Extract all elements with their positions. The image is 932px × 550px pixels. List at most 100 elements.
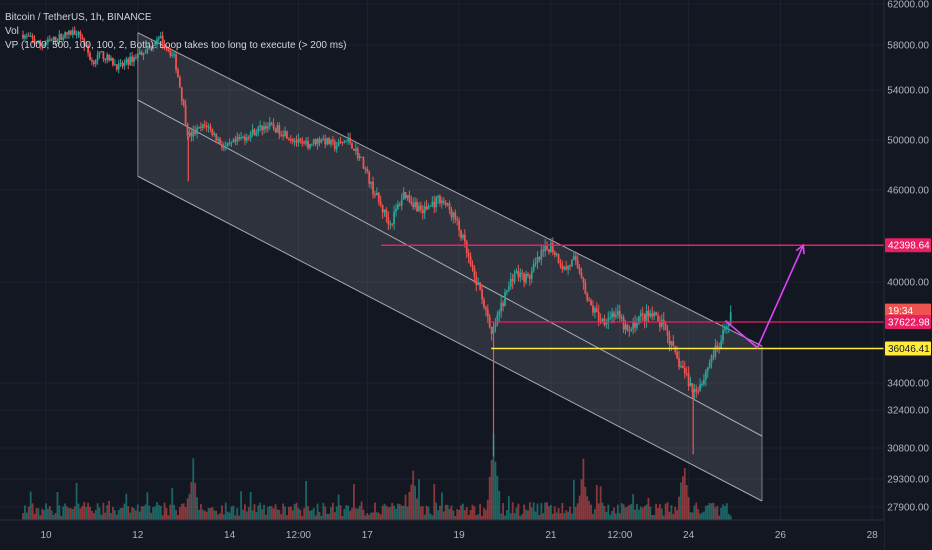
- volume-bar: [387, 507, 390, 520]
- candle-body: [234, 139, 237, 142]
- volume-bar: [404, 494, 407, 520]
- volume-bar: [156, 502, 158, 520]
- candle-body: [383, 209, 386, 213]
- candle-body: [341, 141, 344, 143]
- volume-bar: [418, 479, 420, 520]
- candle-body: [641, 313, 644, 315]
- volume-bar: [691, 512, 694, 520]
- candle-body: [440, 200, 443, 204]
- candle-body: [54, 36, 57, 42]
- y-tick-label: 50000.00: [887, 136, 929, 147]
- volume-bar: [597, 503, 600, 520]
- candle-body: [64, 32, 67, 38]
- candle-body: [517, 271, 520, 278]
- price-tag-label: 19:34: [888, 306, 913, 317]
- volume-bar: [293, 504, 296, 520]
- candle-body: [295, 140, 298, 143]
- volume-bar: [540, 503, 543, 520]
- volume-bar: [249, 491, 252, 520]
- volume-bar: [703, 511, 705, 520]
- candle-body: [171, 55, 174, 57]
- candle-body: [58, 34, 61, 41]
- volume-bar: [724, 506, 726, 520]
- volume-bar: [307, 506, 309, 520]
- volume-bar: [620, 503, 623, 520]
- candle-body: [274, 128, 277, 133]
- volume-bar: [347, 505, 350, 520]
- candle-body: [580, 272, 583, 278]
- candle-body: [190, 132, 193, 137]
- candle-body: [354, 148, 357, 151]
- volume-bar: [559, 513, 562, 520]
- volume-bar: [108, 500, 111, 520]
- candle-body: [198, 126, 200, 128]
- y-tick-label: 30800.00: [887, 444, 929, 455]
- volume-bar: [150, 512, 153, 520]
- candle-body: [156, 39, 158, 45]
- x-tick-label: 14: [224, 530, 236, 541]
- volume-bar: [571, 513, 573, 520]
- candle-body: [398, 204, 401, 206]
- volume-bar: [402, 505, 405, 520]
- volume-bar: [664, 503, 667, 520]
- candle-body: [397, 204, 399, 209]
- volume-bar: [196, 497, 198, 520]
- candle-body: [551, 243, 554, 253]
- candle-body: [479, 282, 482, 290]
- volume-bar: [257, 505, 260, 520]
- symbol-title[interactable]: Bitcoin / TetherUS, 1h, BINANCE: [5, 12, 152, 23]
- volume-bar: [534, 511, 537, 520]
- candle-body: [77, 32, 80, 35]
- candle-body: [729, 312, 732, 325]
- y-tick-label: 58000.00: [887, 41, 929, 52]
- candle-body: [572, 256, 575, 260]
- candle-body: [312, 139, 315, 144]
- volume-legend[interactable]: Vol: [5, 26, 19, 37]
- volume-bar: [567, 511, 570, 520]
- candle-body: [639, 313, 642, 317]
- candle-body: [297, 138, 300, 143]
- candle-body: [201, 124, 204, 128]
- volume-bar: [211, 507, 214, 520]
- candle-body: [115, 64, 118, 70]
- volume-bar: [439, 505, 441, 520]
- volume-bar: [253, 504, 256, 520]
- volume-bar: [112, 506, 114, 520]
- y-tick-label: 32400.00: [887, 406, 929, 417]
- candle-body: [450, 209, 453, 218]
- volume-bar: [182, 503, 185, 520]
- volume-bar: [639, 506, 642, 520]
- candle-body: [469, 256, 472, 265]
- volume-bar: [641, 507, 644, 520]
- x-tick-label: 28: [867, 530, 879, 541]
- candle-body: [515, 271, 518, 274]
- volume-bar: [697, 509, 700, 520]
- indicator-legend[interactable]: VP (1000, 500, 100, 100, 2, Both): Loop …: [5, 40, 347, 51]
- volume-bar: [171, 488, 174, 520]
- candle-body: [48, 39, 51, 41]
- volume-bar: [45, 503, 47, 520]
- volume-bar: [706, 505, 709, 520]
- volume-bar: [115, 514, 118, 520]
- candle-body: [200, 126, 202, 128]
- volume-bar: [280, 514, 283, 520]
- candle-body: [251, 129, 254, 134]
- volume-bar: [521, 514, 524, 520]
- candle-body: [364, 168, 367, 170]
- volume-bar: [140, 506, 143, 520]
- candle-body: [52, 36, 55, 40]
- volume-bar: [381, 505, 384, 520]
- candle-body: [393, 211, 395, 224]
- candle-body: [366, 168, 369, 172]
- volume-bar: [106, 505, 109, 520]
- volume-bar: [574, 507, 577, 520]
- volume-bar: [517, 503, 520, 520]
- candle-body: [530, 270, 533, 279]
- volume-bar: [303, 507, 306, 520]
- candle-body: [188, 132, 191, 136]
- candle-body: [276, 125, 279, 133]
- candle-body: [157, 37, 160, 40]
- candle-body: [722, 330, 724, 341]
- candle-body: [511, 278, 514, 282]
